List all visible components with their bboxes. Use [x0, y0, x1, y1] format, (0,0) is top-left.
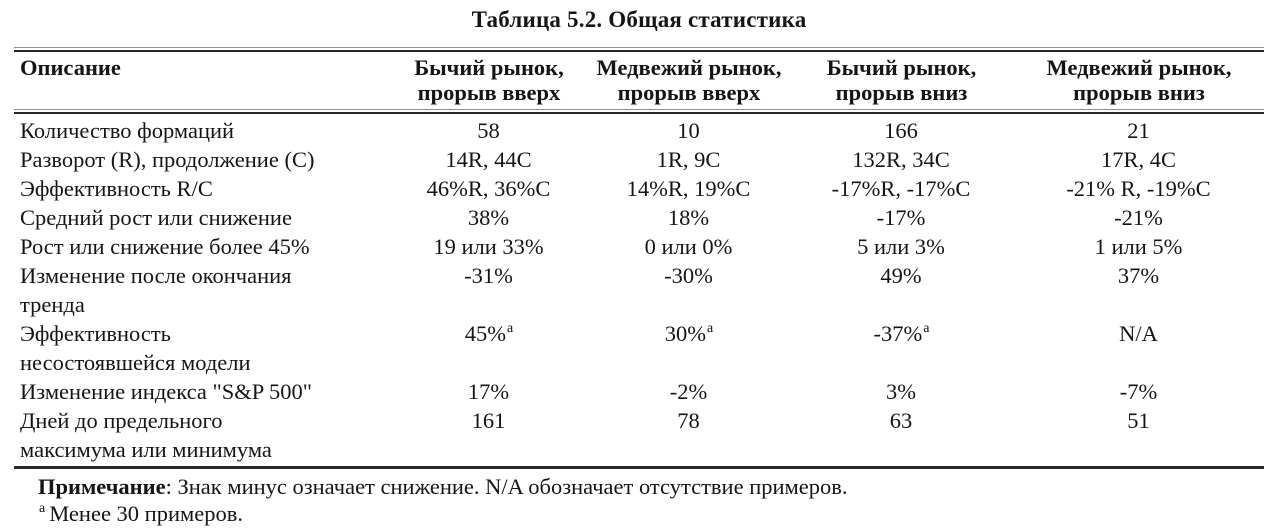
column-header-bull-up: Бычий рынок, прорыв вверх	[414, 55, 564, 105]
row-label: Изменение после окончания тренда	[20, 263, 292, 317]
table-body: Количество формаций 58 10 166 21 Разворо…	[14, 114, 1264, 464]
cell-value: 0 или 0%	[644, 234, 733, 259]
cell-value: 1R, 9C	[656, 147, 721, 172]
footnote: а Менее 30 примеров.	[38, 500, 1264, 527]
cell-value: -21% R, -19%C	[1066, 176, 1211, 201]
cell-value: 17R, 4C	[1100, 147, 1176, 172]
footnote-marker: а	[707, 320, 714, 336]
cell-value: 49%	[880, 263, 922, 288]
cell-value: 10	[677, 118, 700, 143]
top-rule	[14, 47, 1264, 52]
cell-value: 14%R, 19%C	[626, 176, 751, 201]
footnote-marker: а	[39, 500, 46, 516]
cell-value: -30%	[664, 263, 713, 288]
cell-value: -17%R, -17%C	[831, 176, 971, 201]
note: Примечание: Знак минус означает снижение…	[38, 473, 1264, 500]
cell-value: -7%	[1119, 379, 1158, 404]
column-header-description: Описание	[20, 55, 121, 80]
table-header: Описание Бычий рынок, прорыв вверх Медве…	[14, 52, 1264, 107]
header-rule	[14, 109, 1264, 114]
cell-value: 30%а	[664, 320, 714, 346]
row-label: Изменение индекса "S&P 500"	[20, 379, 312, 404]
cell-value: -37%а	[873, 320, 930, 346]
cell-value: 45%а	[464, 320, 514, 346]
cell-value: -17%	[876, 205, 926, 230]
cell-value: 63	[889, 408, 913, 433]
table-title: Таблица 5.2. Общая статистика	[471, 7, 807, 32]
cell-value: 5 или 3%	[857, 234, 945, 259]
cell-value: 14R, 44C	[445, 147, 532, 172]
column-header-bear-up: Медвежий рынок, прорыв вверх	[596, 55, 782, 105]
row-label: Дней до предельного максимума или миниму…	[20, 408, 272, 462]
row-label: Средний рост или снижение	[20, 205, 292, 230]
cell-value: 78	[677, 408, 700, 433]
cell-value: N/A	[1119, 321, 1158, 346]
stats-table: Описание Бычий рынок, прорыв вверх Медве…	[14, 47, 1264, 469]
row-label: Эффективность R/C	[20, 176, 213, 201]
cell-value: 18%	[667, 205, 710, 230]
cell-value: 17%	[467, 379, 510, 404]
cell-value: -31%	[464, 263, 513, 288]
cell-value: 58	[477, 118, 500, 143]
cell-value: 51	[1127, 408, 1150, 433]
notes-section: Примечание: Знак минус означает снижение…	[38, 473, 1264, 527]
row-label: Разворот (R), продолжение (C)	[20, 147, 315, 172]
cell-value: 19 или 33%	[433, 234, 544, 259]
note-label: Примечание	[38, 474, 166, 499]
footnote-marker: а	[507, 320, 514, 336]
cell-value: 132R, 34C	[852, 147, 950, 172]
row-label: Эффективность несостоявшейся модели	[20, 321, 251, 375]
cell-value: 3%	[886, 379, 916, 404]
column-header-bear-down: Медвежий рынок, прорыв вниз	[1046, 55, 1232, 105]
footnote-text: Менее 30 примеров.	[49, 501, 243, 526]
note-text: : Знак минус означает снижение. N/A обоз…	[165, 474, 848, 499]
cell-value: -2%	[669, 379, 708, 404]
cell-value: -21%	[1114, 205, 1163, 230]
cell-value: 38%	[467, 205, 510, 230]
cell-value: 166	[884, 118, 918, 143]
row-label: Количество формаций	[20, 118, 235, 143]
row-label: Рост или снижение более 45%	[20, 234, 310, 259]
bottom-rule	[14, 466, 1264, 469]
cell-value: 37%	[1117, 263, 1160, 288]
cell-value: 161	[471, 408, 506, 433]
cell-value: 21	[1127, 118, 1150, 143]
footnote-marker: а	[923, 320, 930, 336]
cell-value: 46%R, 36%C	[426, 176, 551, 201]
cell-value: 1 или 5%	[1094, 234, 1183, 259]
column-header-bull-down: Бычий рынок, прорыв вниз	[826, 55, 977, 105]
